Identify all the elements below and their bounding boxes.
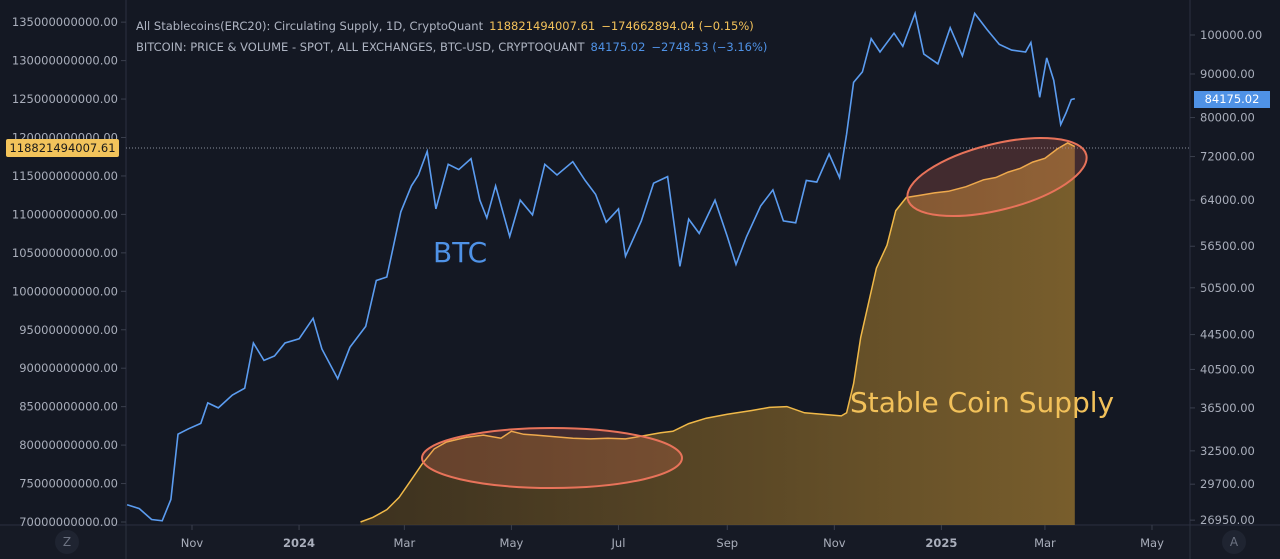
time-axis-tick-label: May	[500, 536, 524, 550]
legend-stable-name: All Stablecoins(ERC20): Circulating Supp…	[136, 19, 484, 33]
left-axis-tick-label: 125000000000.00	[12, 92, 118, 106]
auto-scale-button[interactable]: A	[1222, 530, 1246, 554]
stable-annotation: Stable Coin Supply	[850, 386, 1115, 419]
time-axis-tick-label: Jul	[611, 536, 626, 550]
left-axis-tick-label: 95000000000.00	[19, 323, 118, 337]
right-axis-tick-label: 56500.00	[1200, 239, 1255, 253]
left-axis-tick-label: 135000000000.00	[12, 15, 118, 29]
stable-rally-ellipse	[906, 137, 1088, 217]
time-axis-tick-label: Sep	[716, 536, 738, 550]
time-axis-tick-label: 2025	[925, 536, 957, 550]
left-axis-tick-label: 110000000000.00	[12, 207, 118, 221]
right-axis-tick-label: 90000.00	[1200, 67, 1255, 81]
stable-price-label: 118821494007.61	[6, 139, 119, 157]
right-axis-tick-label: 80000.00	[1200, 111, 1255, 125]
legend-btc-value: 84175.02	[590, 40, 646, 54]
chart-legend: All Stablecoins(ERC20): Circulating Supp…	[136, 16, 767, 58]
left-axis-tick-label: 75000000000.00	[19, 477, 118, 491]
left-axis-tick-label: 90000000000.00	[19, 361, 118, 375]
left-axis-tick-label: 80000000000.00	[19, 438, 118, 452]
right-axis-tick-label: 36500.00	[1200, 401, 1255, 415]
btc-annotation: BTC	[433, 236, 488, 269]
right-axis-tick-label: 40500.00	[1200, 362, 1255, 376]
time-axis-tick-label: Mar	[394, 536, 416, 550]
btc-series-line	[126, 10, 1075, 522]
right-axis-tick-label: 50500.00	[1200, 281, 1255, 295]
left-axis-tick-label: 115000000000.00	[12, 169, 118, 183]
left-axis-scale-button[interactable]: Z	[55, 530, 79, 554]
legend-btc: BITCOIN: PRICE & VOLUME - SPOT, ALL EXCH…	[136, 37, 767, 58]
time-axis-tick-label: May	[1140, 536, 1164, 550]
time-axis-tick-label: Nov	[181, 536, 204, 550]
right-axis-tick-label: 32500.00	[1200, 444, 1255, 458]
legend-btc-change: −2748.53 (−3.16%)	[651, 40, 768, 54]
right-axis-tick-label: 72000.00	[1200, 150, 1255, 164]
right-axis-tick-label: 29700.00	[1200, 477, 1255, 491]
legend-stable-change: −174662894.04 (−0.15%)	[601, 19, 754, 33]
left-axis-tick-label: 100000000000.00	[12, 284, 118, 298]
time-axis-tick-label: Mar	[1034, 536, 1056, 550]
stablecoin-area-fill	[360, 142, 1075, 525]
left-axis-tick-label: 130000000000.00	[12, 54, 118, 68]
legend-stable-value: 118821494007.61	[489, 19, 596, 33]
right-axis-tick-label: 26950.00	[1200, 513, 1255, 527]
left-axis-tick-label: 70000000000.00	[19, 515, 118, 529]
time-axis-panel	[0, 526, 1280, 559]
btc-price-label: 84175.02	[1194, 91, 1270, 108]
right-axis-tick-label: 100000.00	[1200, 28, 1262, 42]
right-axis-tick-label: 64000.00	[1200, 193, 1255, 207]
time-axis-tick-label: Nov	[823, 536, 846, 550]
left-axis-tick-label: 105000000000.00	[12, 246, 118, 260]
legend-btc-name: BITCOIN: PRICE & VOLUME - SPOT, ALL EXCH…	[136, 40, 585, 54]
stablecoin-series-line	[360, 142, 1076, 523]
legend-stablecoin: All Stablecoins(ERC20): Circulating Supp…	[136, 16, 767, 37]
right-axis-tick-label: 44500.00	[1200, 328, 1255, 342]
time-axis-tick-label: 2024	[283, 536, 315, 550]
stable-consolidation-ellipse	[421, 427, 683, 489]
left-axis-tick-label: 85000000000.00	[19, 400, 118, 414]
